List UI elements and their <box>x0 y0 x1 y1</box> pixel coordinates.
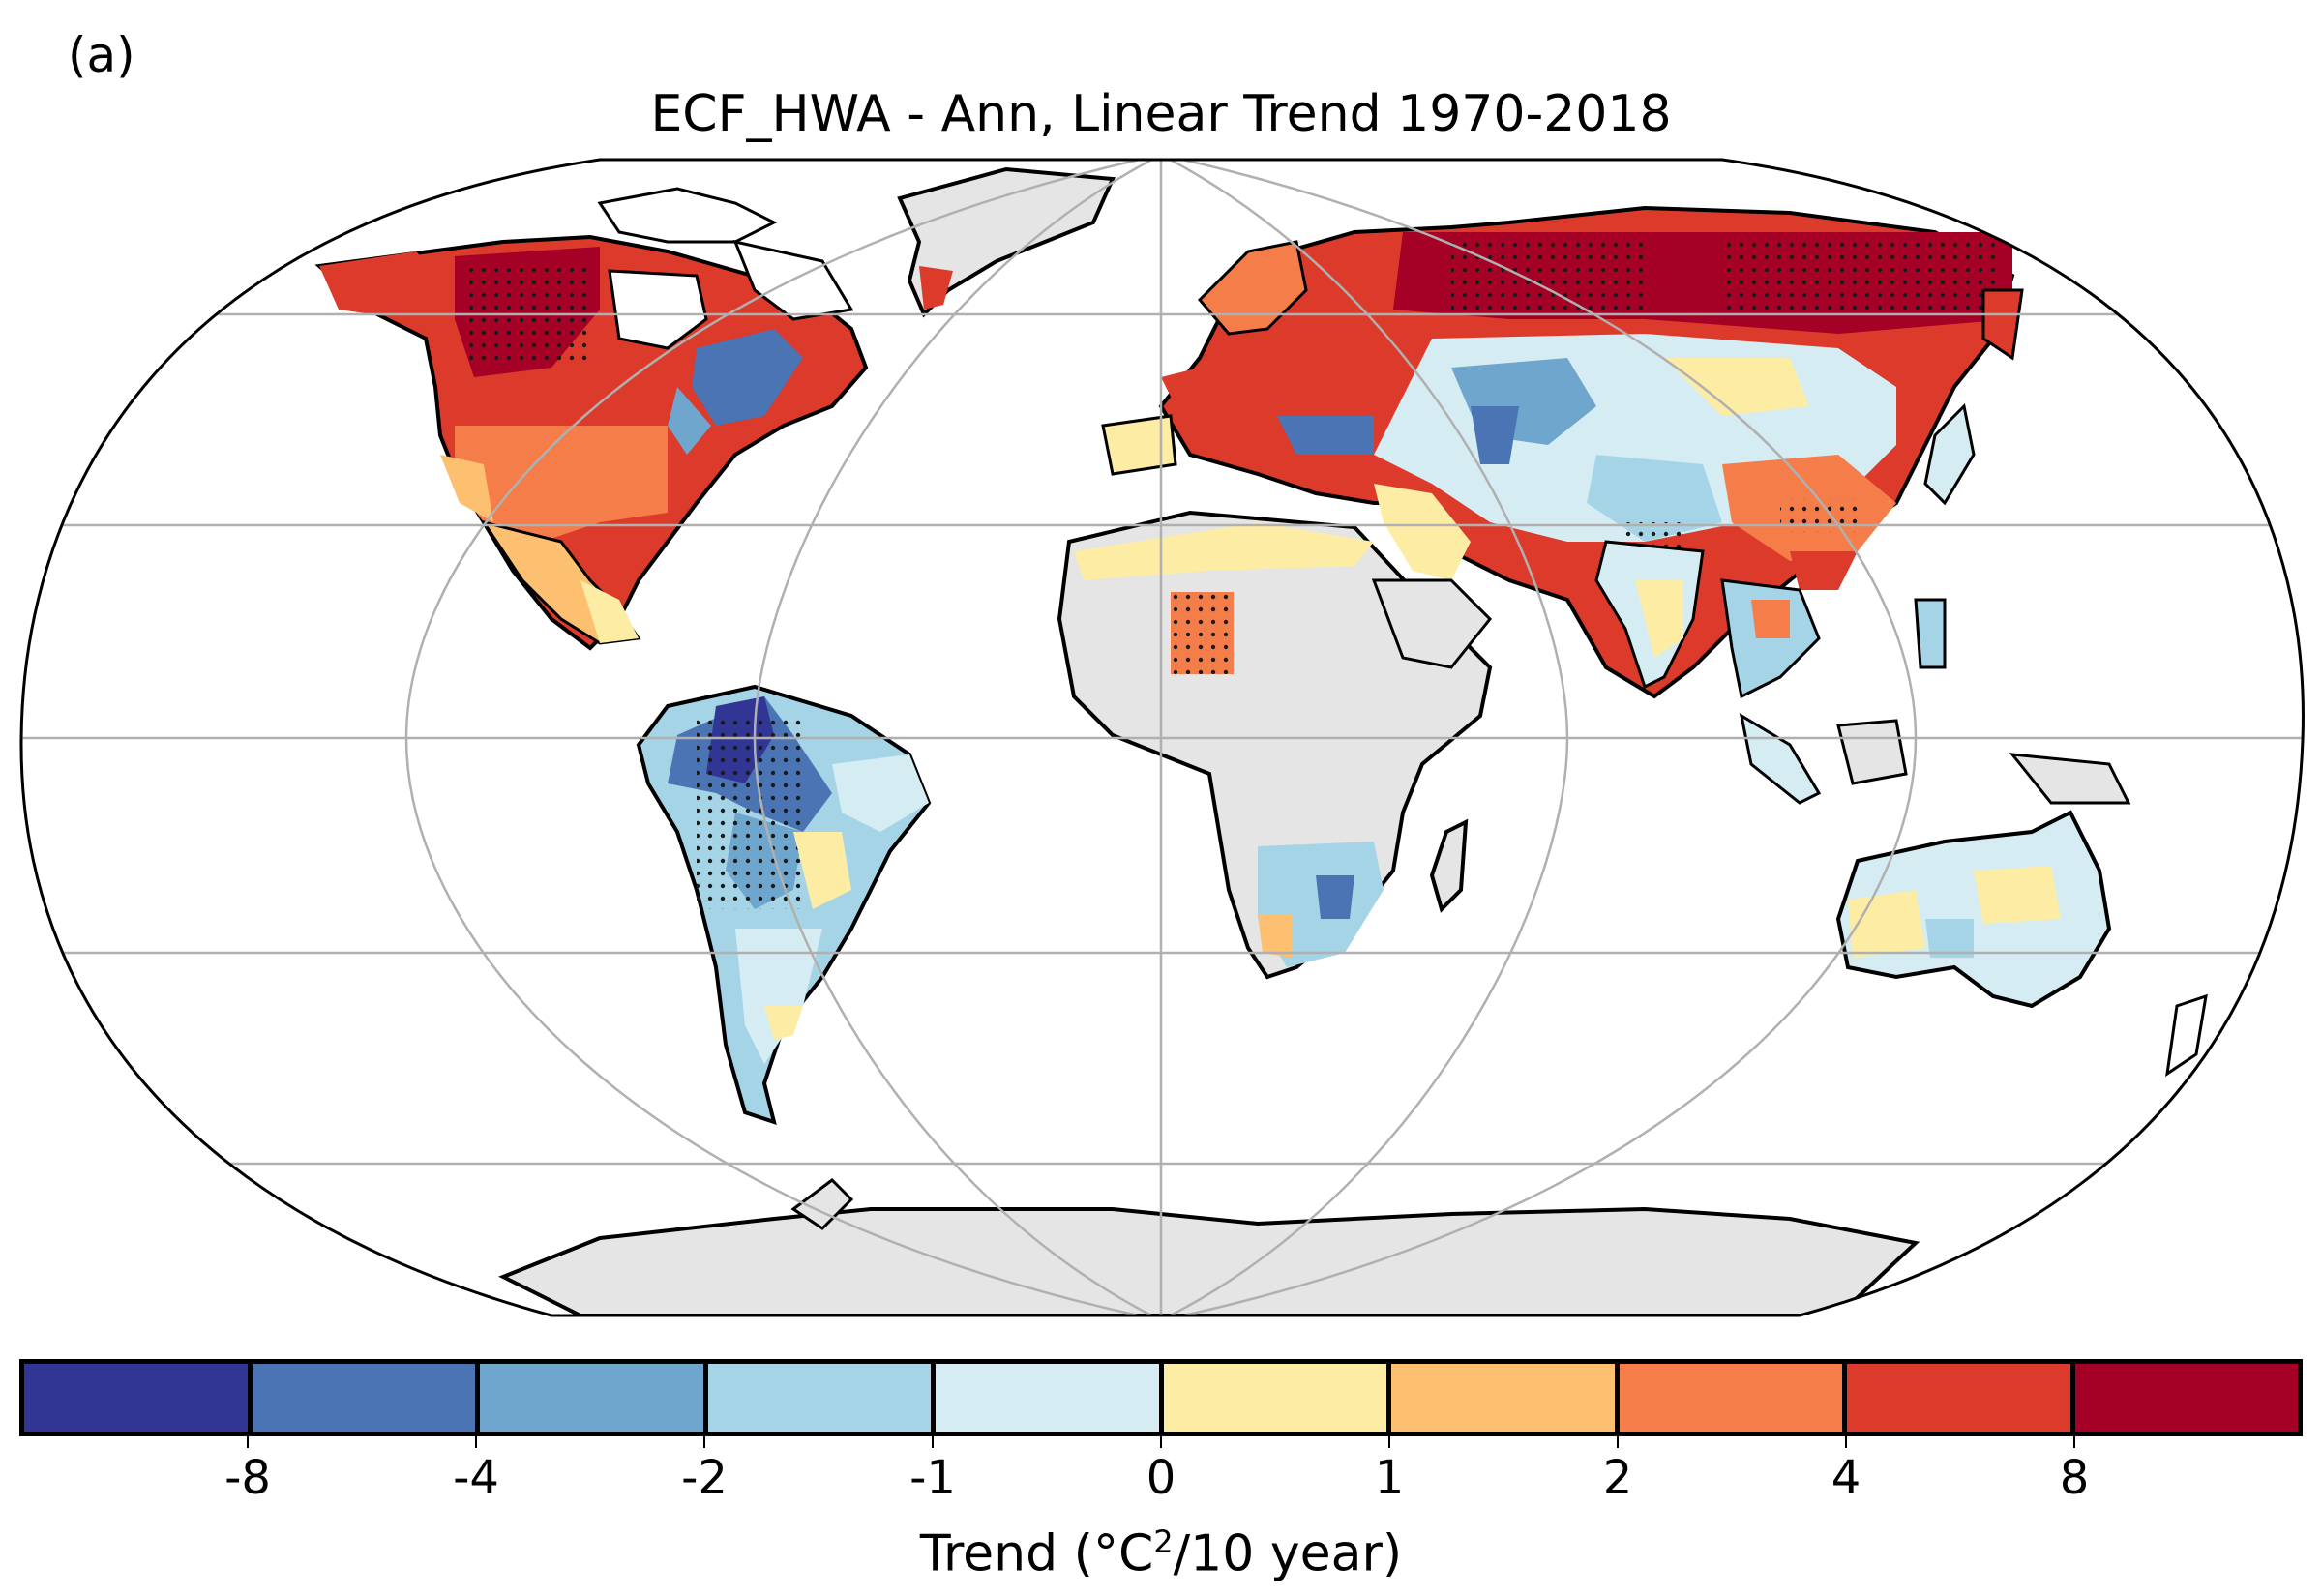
colorbar-tickmark <box>1845 1436 1847 1448</box>
southern-africa-blue <box>1316 875 1354 919</box>
japan <box>1923 402 1976 506</box>
south-africa-orange <box>1258 914 1292 958</box>
globe-outline <box>19 158 2305 1317</box>
china-stipple <box>1780 498 1858 532</box>
brazil-east-white <box>832 754 929 832</box>
gridlines <box>20 160 2304 1315</box>
colorbar <box>19 1359 2303 1436</box>
quebec-blue <box>692 329 803 426</box>
alaska-patch <box>319 251 455 319</box>
caspian-blue <box>1471 406 1519 464</box>
tibet-lightblue <box>1587 455 1722 542</box>
colorbar-tick-label: 2 <box>1602 1451 1633 1505</box>
argentina-lightblue <box>735 929 822 1064</box>
siberia-stipple-east <box>1722 242 2003 310</box>
mideast-yellow <box>1374 484 1471 580</box>
sahara-stipple <box>1171 592 1234 674</box>
colorbar-tickmark <box>475 1436 477 1448</box>
us-southwest-yellow <box>440 455 493 522</box>
australia-blue <box>1925 919 1974 958</box>
arctic-islands <box>597 187 778 244</box>
colorbar-label-suffix: /10 year) <box>1173 1524 1403 1583</box>
sumatra <box>1739 712 1822 805</box>
turkey-blue <box>1277 416 1374 455</box>
arabia <box>1371 578 1493 669</box>
colorbar-segment <box>936 1364 1164 1432</box>
colorbar-tick-label: 4 <box>1831 1451 1861 1505</box>
iberia-yellow <box>1101 414 1177 476</box>
antarctic-peninsula <box>790 1178 854 1230</box>
colorbar-tickmark <box>1617 1436 1619 1448</box>
philippines <box>1914 598 1947 669</box>
colorbar-tick-label: 8 <box>2059 1451 2090 1505</box>
colorbar-label: Trend (°C2/10 year) <box>0 1523 2322 1582</box>
colorbar-tickmark <box>1388 1436 1390 1448</box>
colorbar-segment <box>480 1364 708 1432</box>
colorbar-segment <box>707 1364 936 1432</box>
central-america-yellow <box>580 580 639 643</box>
quebec-lightblue <box>668 387 711 455</box>
colorbar-tickmark <box>932 1436 934 1448</box>
colorbar-label-prefix: Trend ( <box>919 1524 1093 1583</box>
colorbar-tickmark <box>247 1436 249 1448</box>
patagonia-yellow <box>764 1006 803 1040</box>
colorbar-segment <box>1163 1364 1391 1432</box>
mongolia-yellow <box>1664 358 1809 416</box>
colorbar-tickmark <box>703 1436 705 1448</box>
map-title: ECF_HWA - Ann, Linear Trend 1970-2018 <box>650 85 1672 143</box>
colorbar-label-sup: 2 <box>1153 1523 1174 1560</box>
new-guinea <box>2009 753 2131 805</box>
us-orange <box>455 426 668 542</box>
india-yellow <box>1635 580 1683 658</box>
colorbar-tickmark <box>1160 1436 1162 1448</box>
colorbar-segment <box>1391 1364 1620 1432</box>
siberia-stipple-west <box>1451 242 1645 310</box>
australia-yellow-west <box>1848 890 1925 958</box>
australia-yellow-center <box>1974 866 2061 924</box>
colorbar-segment <box>1619 1364 1847 1432</box>
colorbar-segment <box>252 1364 480 1432</box>
brazil-yellow <box>793 832 851 909</box>
borneo <box>1836 719 1908 785</box>
colorbar-segment <box>2074 1364 2298 1432</box>
new-zealand <box>2165 993 2208 1078</box>
colorbar-tick-label: -4 <box>453 1451 499 1505</box>
europe-red <box>1161 348 1384 435</box>
australia <box>1835 810 2112 1009</box>
colorbar-tick-label: 1 <box>1374 1451 1405 1505</box>
amazon-stipple <box>697 716 803 909</box>
colorbar-segment <box>1847 1364 2075 1432</box>
colorbar-tick-label: -1 <box>909 1451 956 1505</box>
world-map <box>19 158 2305 1317</box>
panel-label: (a) <box>68 27 135 83</box>
colorbar-tick-label: 0 <box>1146 1451 1176 1505</box>
scandinavia <box>1197 240 1308 336</box>
hudson-bay-white <box>608 269 708 350</box>
colorbar-tick-label: -8 <box>224 1451 271 1505</box>
southeast-asia-orange <box>1751 600 1790 638</box>
greenland-south-patch <box>919 266 953 310</box>
madagascar <box>1429 818 1469 913</box>
colorbar-segment <box>24 1364 253 1432</box>
north-africa-patch <box>1074 522 1374 580</box>
antarctica <box>498 1206 1920 1315</box>
colorbar-label-unit: °C <box>1092 1524 1154 1583</box>
south-china-red <box>1790 551 1858 590</box>
colorbar-tick-label: -2 <box>681 1451 728 1505</box>
kamchatka <box>1981 288 2024 361</box>
colorbar-tickmark <box>2073 1436 2075 1448</box>
